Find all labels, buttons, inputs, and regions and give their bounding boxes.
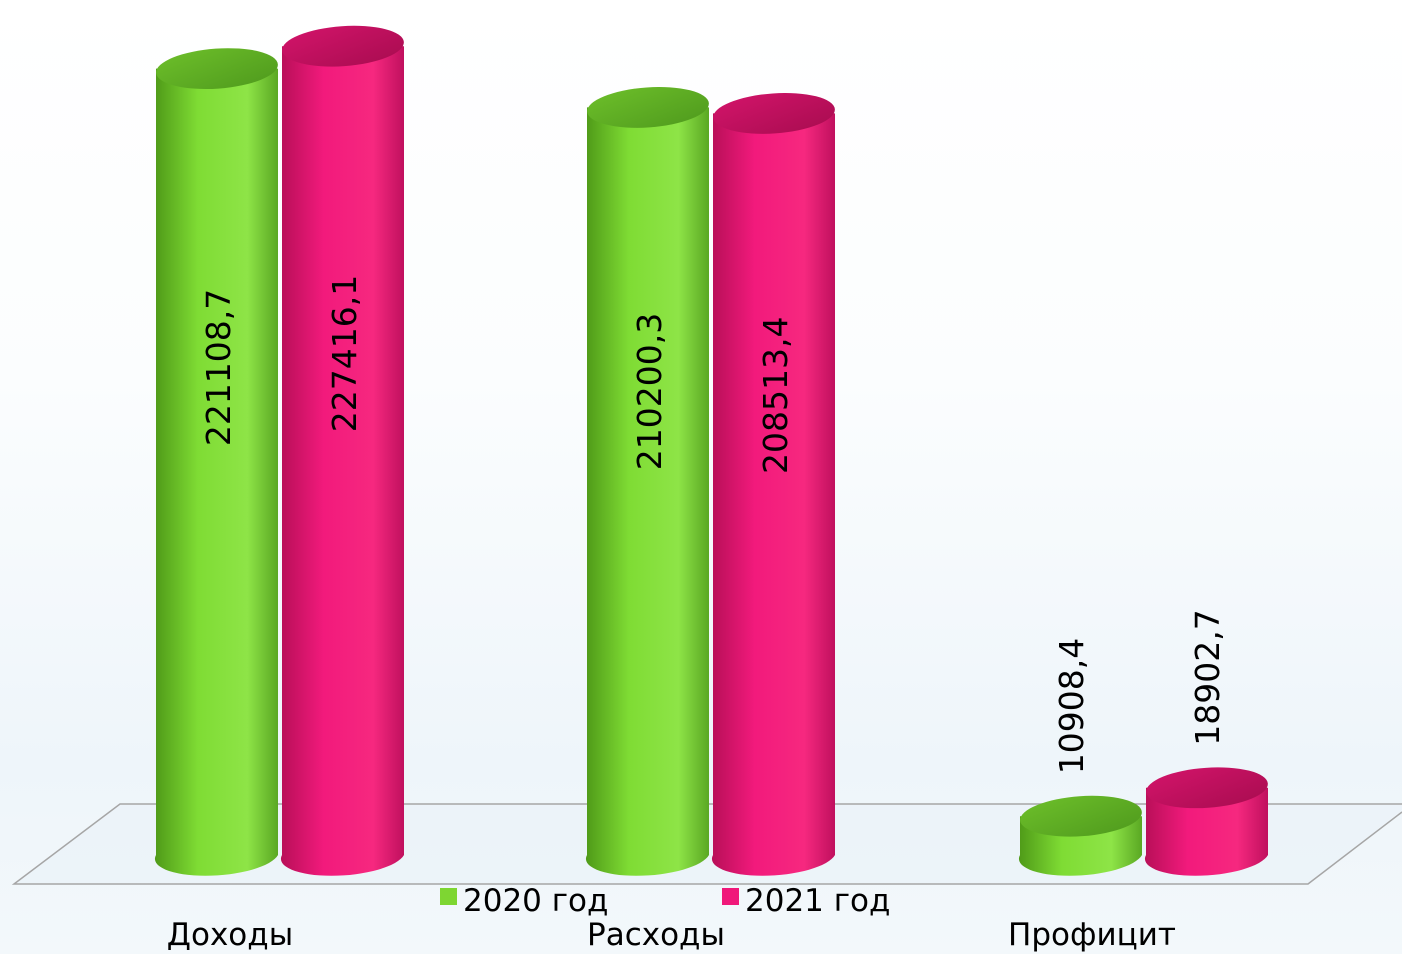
- data-label: 10908,4: [1052, 638, 1091, 774]
- category-label: Профицит: [1008, 917, 1176, 953]
- bar-top: [156, 48, 278, 90]
- category-label: Расходы: [587, 917, 725, 953]
- legend-swatch-2020: [440, 888, 457, 905]
- bar: [280, 25, 404, 876]
- legend: 2020 год 2021 год: [440, 883, 890, 919]
- bar: [154, 48, 278, 876]
- bar: [711, 93, 835, 876]
- legend-label-2021: 2021 год: [745, 883, 890, 919]
- bar-body: [1144, 787, 1268, 876]
- bar-top: [282, 25, 404, 67]
- bar-top: [1020, 795, 1142, 837]
- bar-body: [711, 113, 835, 876]
- bar-top: [713, 93, 835, 134]
- data-label: 208513,4: [756, 316, 795, 473]
- bar: [585, 87, 709, 876]
- bar: [1018, 795, 1142, 876]
- bar-top: [587, 87, 709, 128]
- data-label: 18902,7: [1188, 609, 1227, 745]
- bar: [1144, 767, 1268, 876]
- legend-label-2020: 2020 год: [463, 883, 608, 919]
- category-label: Доходы: [167, 917, 293, 953]
- data-label: 221108,7: [199, 289, 238, 446]
- bar-body: [280, 46, 404, 876]
- bar-body: [585, 107, 709, 876]
- legend-swatch-2021: [722, 888, 739, 905]
- bar-body: [154, 68, 278, 876]
- data-label: 210200,3: [630, 313, 669, 470]
- bar-top: [1146, 767, 1268, 809]
- data-label: 227416,1: [325, 275, 364, 432]
